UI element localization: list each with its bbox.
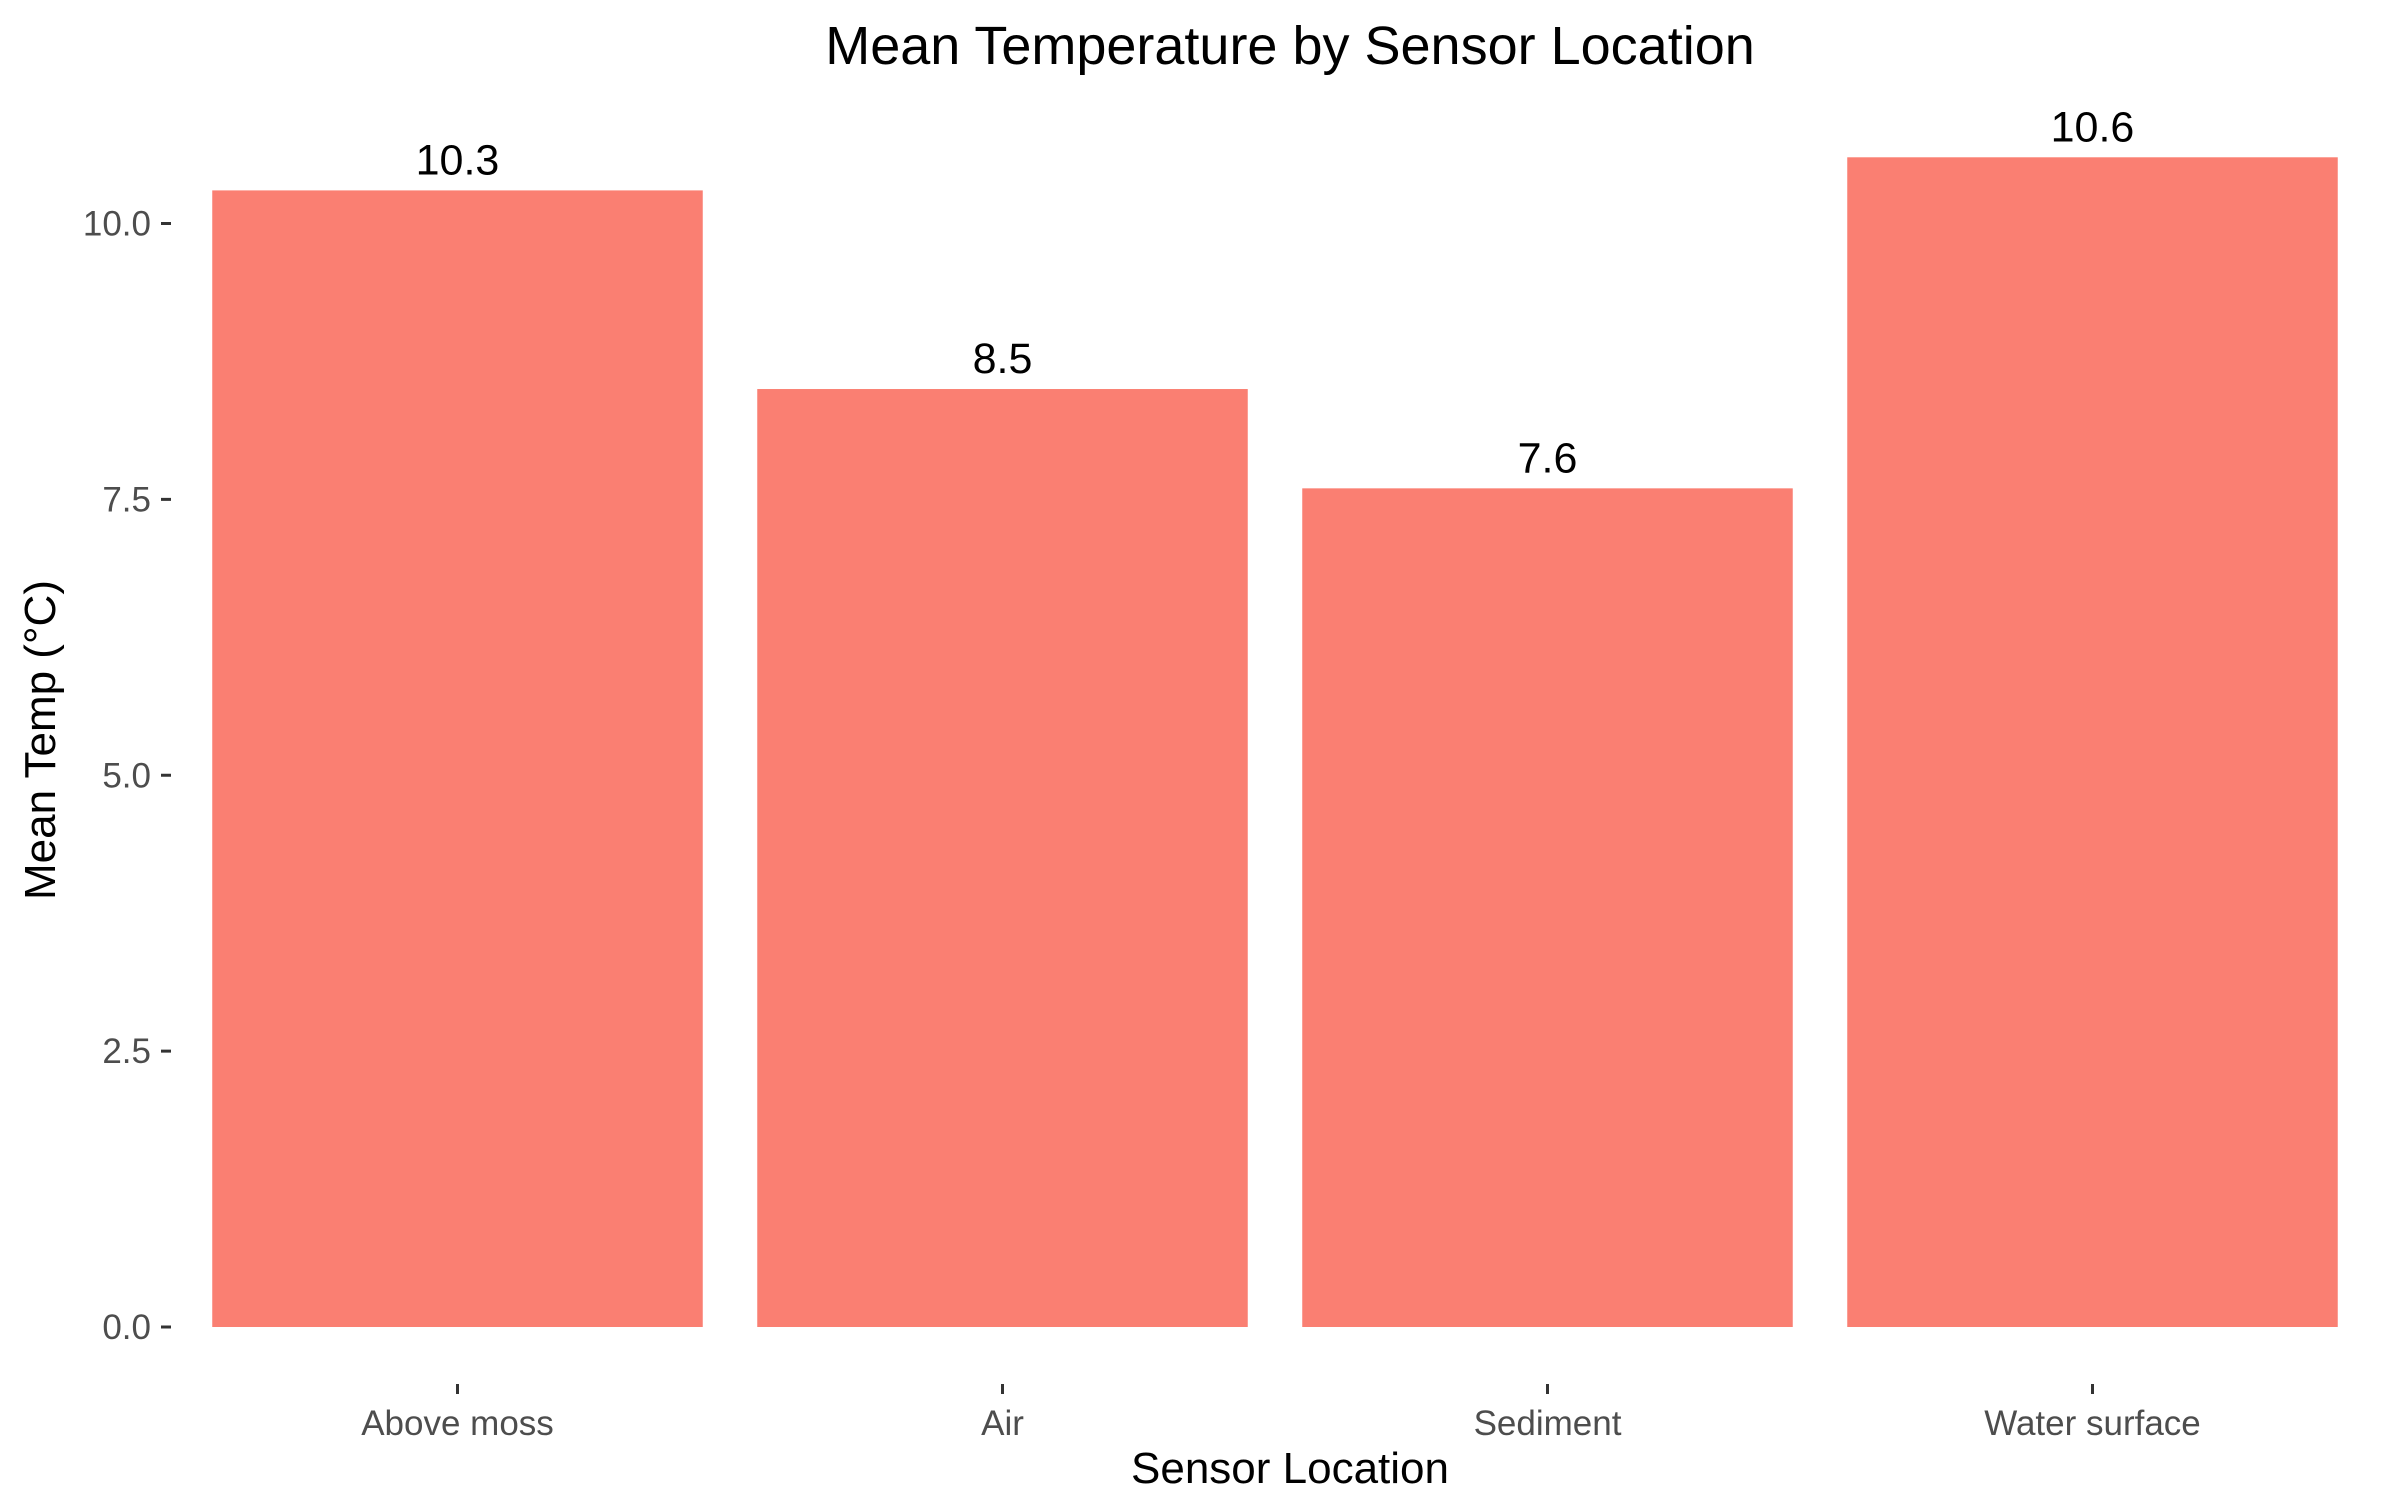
data-label: 8.5 bbox=[973, 335, 1033, 383]
data-label: 7.6 bbox=[1518, 434, 1578, 482]
x-tick-label: Above moss bbox=[361, 1404, 554, 1443]
x-axis-title: Sensor Location bbox=[1131, 1444, 1449, 1493]
bar-sediment bbox=[1302, 488, 1793, 1328]
y-tick-label: 2.5 bbox=[102, 1032, 151, 1071]
y-tick-label: 5.0 bbox=[102, 756, 151, 795]
y-axis-title: Mean Temp (°C) bbox=[16, 580, 65, 900]
data-label: 10.3 bbox=[416, 136, 500, 184]
data-label: 10.6 bbox=[2051, 103, 2135, 151]
bars-group bbox=[212, 157, 2338, 1328]
y-tick-label: 10.0 bbox=[83, 205, 151, 244]
bar-water-surface bbox=[1847, 157, 2338, 1327]
data-labels-group: 10.3 8.5 7.6 10.6 bbox=[416, 103, 2135, 482]
bar-air bbox=[757, 389, 1248, 1327]
bar-above-moss bbox=[212, 190, 703, 1327]
chart-title: Mean Temperature by Sensor Location bbox=[825, 16, 1755, 76]
x-tick-label: Water surface bbox=[1984, 1404, 2201, 1443]
y-tick-label: 0.0 bbox=[102, 1308, 151, 1347]
x-tick-label: Sediment bbox=[1474, 1404, 1622, 1443]
y-axis: 0.0 2.5 5.0 7.5 10.0 bbox=[83, 205, 171, 1347]
x-tick-label: Air bbox=[981, 1404, 1024, 1443]
y-tick-label: 7.5 bbox=[102, 480, 151, 519]
x-axis: Above moss Air Sediment Water surface bbox=[361, 1384, 2201, 1443]
